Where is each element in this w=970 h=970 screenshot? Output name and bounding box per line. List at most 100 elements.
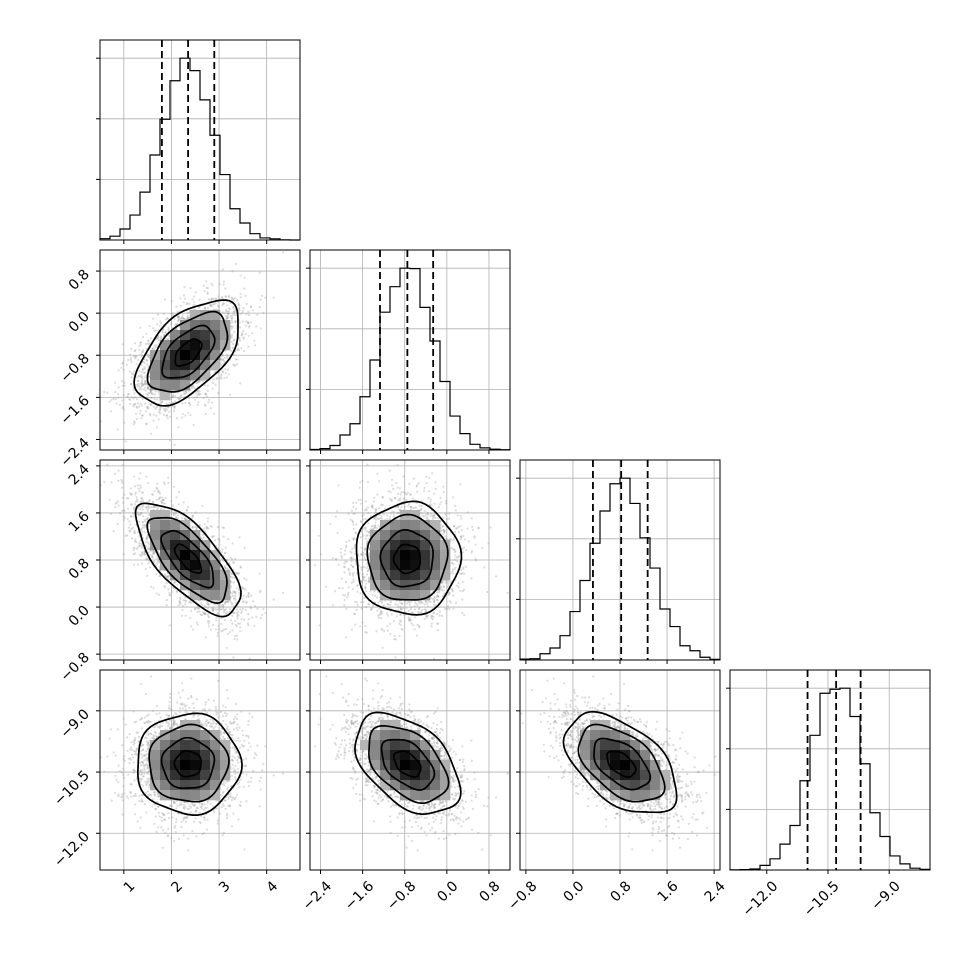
data-point (240, 611, 243, 615)
data-point (144, 386, 147, 389)
data-point (152, 552, 155, 555)
data-point (172, 393, 175, 396)
data-point (247, 310, 250, 313)
data-point (186, 318, 189, 321)
data-point (143, 371, 146, 374)
data-point (165, 604, 168, 607)
data-point (143, 366, 146, 369)
data-point (146, 405, 149, 408)
data-point (191, 380, 194, 383)
data-point (146, 407, 149, 410)
data-point (161, 496, 164, 499)
data-point (223, 628, 226, 631)
data-point (195, 392, 198, 395)
data-point (136, 383, 139, 386)
data-point (146, 405, 149, 409)
data-point (259, 589, 262, 592)
data-point (129, 398, 132, 401)
data-point (243, 349, 246, 353)
data-point (148, 342, 151, 345)
data-point (173, 317, 176, 321)
data-point (189, 600, 192, 603)
data-point (254, 605, 257, 608)
data-point (139, 343, 142, 346)
density-cell (210, 320, 221, 331)
data-point (241, 597, 244, 600)
data-point (186, 518, 189, 521)
data-point (158, 497, 161, 500)
data-point (183, 596, 186, 599)
data-point (189, 414, 192, 417)
data-point (238, 336, 241, 339)
data-point (193, 303, 196, 306)
density-cell (200, 330, 211, 341)
data-point (192, 384, 195, 387)
data-point (139, 386, 142, 390)
data-point (145, 422, 148, 426)
data-point (221, 302, 224, 306)
density-cell (180, 330, 191, 341)
data-point (189, 403, 192, 406)
data-point (209, 407, 213, 410)
data-point (147, 387, 150, 390)
density-cell (190, 360, 201, 371)
density-cell (210, 350, 221, 361)
density-cell (180, 380, 191, 391)
data-point (202, 611, 205, 614)
data-point (215, 376, 218, 379)
data-point (162, 413, 166, 416)
data-point (145, 538, 148, 541)
data-point (160, 337, 163, 340)
data-point (121, 486, 124, 489)
data-point (165, 338, 168, 341)
data-point (140, 379, 143, 383)
data-point (130, 515, 133, 518)
data-point (148, 499, 151, 502)
data-point (239, 312, 242, 316)
data-point (234, 591, 237, 594)
data-point (127, 507, 130, 510)
data-point (234, 320, 237, 323)
data-point (230, 296, 233, 299)
data-point (166, 575, 169, 579)
data-point (232, 299, 235, 302)
data-point (193, 295, 196, 298)
data-point (174, 515, 178, 519)
data-point (148, 325, 151, 328)
data-point (179, 304, 182, 308)
data-point (222, 370, 225, 373)
data-point (121, 399, 124, 402)
data-point (140, 496, 143, 500)
contour-level-1 (174, 338, 203, 367)
data-point (139, 341, 142, 345)
data-point (211, 381, 215, 384)
data-point (154, 329, 157, 332)
data-point (233, 364, 236, 367)
data-point (245, 324, 248, 327)
data-point (150, 396, 153, 399)
data-point (178, 397, 181, 401)
data-point (180, 394, 183, 397)
data-point (231, 317, 234, 320)
data-point (143, 361, 146, 364)
data-point (132, 405, 135, 408)
data-point (173, 400, 177, 403)
data-point (140, 374, 143, 377)
data-point (146, 516, 149, 520)
data-point (149, 412, 152, 415)
data-point (134, 396, 137, 399)
data-point (191, 526, 194, 530)
data-point (146, 509, 149, 512)
data-point (186, 315, 189, 318)
data-point (157, 329, 160, 332)
data-point (135, 417, 138, 421)
data-point (132, 403, 135, 406)
data-point (197, 380, 201, 383)
data-point (241, 607, 244, 611)
data-point (231, 325, 234, 328)
data-point (168, 591, 171, 595)
density-cell (180, 320, 191, 331)
data-point (190, 609, 193, 612)
data-point (176, 315, 179, 319)
data-point (240, 332, 243, 335)
